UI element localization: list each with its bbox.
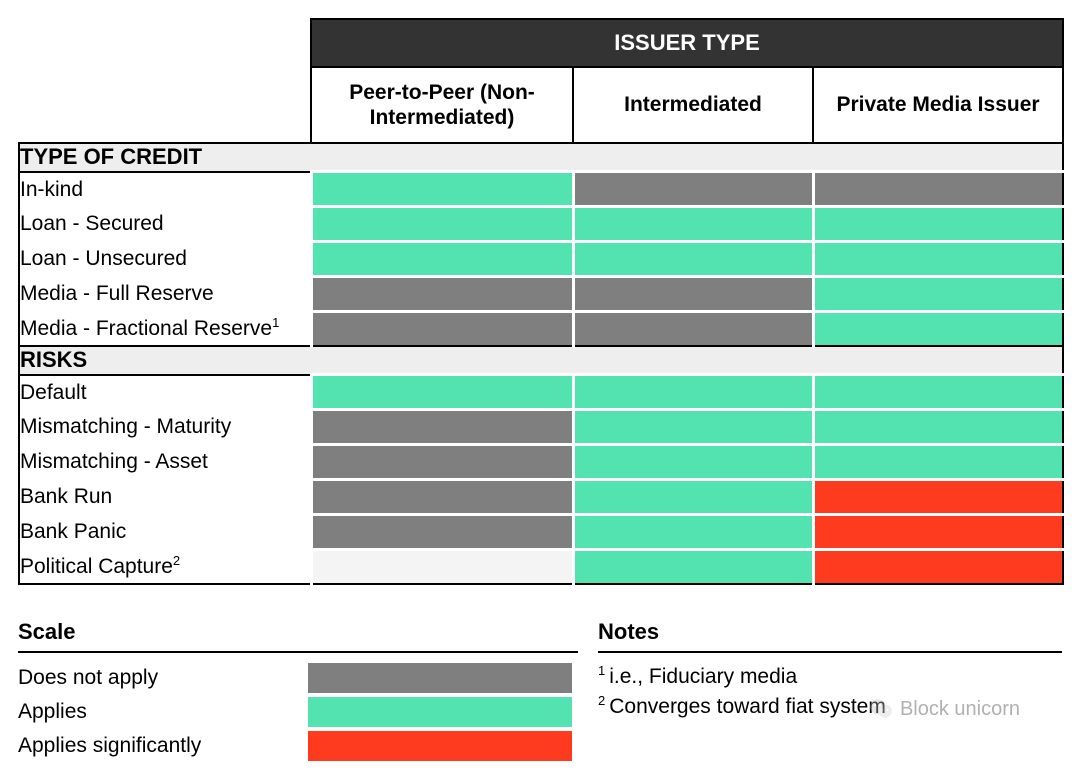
matrix-cell	[311, 207, 573, 242]
footnote-marker: 1	[598, 663, 605, 678]
legend-label: Applies	[18, 700, 308, 724]
legend-swatch	[308, 663, 572, 693]
matrix-cell	[573, 480, 813, 515]
matrix-cell	[813, 277, 1063, 312]
legend-scale: Scale Does not apply Applies Applies signi…	[18, 619, 578, 765]
notes-block: Notes 1i.e., Fiduciary media 2Converges t…	[578, 619, 1062, 765]
row-label: Mismatching - Maturity	[19, 410, 311, 445]
matrix-cell	[813, 375, 1063, 410]
row-label: Loan - Secured	[19, 207, 311, 242]
legend-label: Applies significantly	[18, 734, 308, 758]
notes-title: Notes	[598, 619, 1062, 651]
row-label: Media - Full Reserve	[19, 277, 311, 312]
matrix-cell	[573, 515, 813, 550]
matrix-cell	[311, 480, 573, 515]
matrix-cell	[813, 515, 1063, 550]
footnote-marker: 2	[173, 553, 180, 568]
legend-label: Does not apply	[18, 666, 308, 690]
matrix-cell	[813, 242, 1063, 277]
row-label: Bank Panic	[19, 515, 311, 550]
matrix-cell	[573, 375, 813, 410]
issuer-type-matrix: ISSUER TYPEPeer-to-Peer (Non-Intermediat…	[18, 18, 1064, 585]
row-label: Default	[19, 375, 311, 410]
row-label: Political Capture2	[19, 550, 311, 585]
header-super: ISSUER TYPE	[311, 19, 1063, 67]
matrix-cell	[311, 172, 573, 207]
matrix-cell	[813, 172, 1063, 207]
matrix-cell	[813, 550, 1063, 585]
matrix-cell	[311, 515, 573, 550]
section-header: RISKS	[19, 346, 1063, 375]
matrix-cell	[311, 410, 573, 445]
row-label: In-kind	[19, 172, 311, 207]
legend-row: Applies	[18, 697, 578, 727]
matrix-cell	[573, 242, 813, 277]
row-label: Media - Fractional Reserve1	[19, 312, 311, 347]
legend-notes-wrap: Scale Does not apply Applies Applies signi…	[18, 619, 1062, 765]
matrix-cell	[573, 312, 813, 347]
footnote-marker: 1	[272, 315, 279, 330]
matrix-cell	[311, 277, 573, 312]
column-header: Intermediated	[573, 67, 813, 143]
footnote-marker: 2	[598, 693, 605, 708]
matrix-cell	[311, 550, 573, 585]
matrix-cell	[813, 480, 1063, 515]
section-header: TYPE OF CREDIT	[19, 143, 1063, 172]
matrix-cell	[813, 445, 1063, 480]
note-line: 2Converges toward fiat system	[598, 693, 1062, 719]
matrix-cell	[573, 207, 813, 242]
matrix-cell	[813, 312, 1063, 347]
matrix-cell	[573, 550, 813, 585]
matrix-cell	[573, 410, 813, 445]
matrix-cell	[573, 172, 813, 207]
matrix-cell	[573, 445, 813, 480]
legend-row: Applies significantly	[18, 731, 578, 761]
column-header: Peer-to-Peer (Non-Intermediated)	[311, 67, 573, 143]
matrix-cell	[813, 207, 1063, 242]
matrix-cell	[311, 445, 573, 480]
row-label: Mismatching - Asset	[19, 445, 311, 480]
header-blank-2	[19, 67, 311, 143]
column-header: Private Media Issuer	[813, 67, 1063, 143]
header-blank	[19, 19, 311, 67]
legend-swatch	[308, 731, 572, 761]
row-label: Bank Run	[19, 480, 311, 515]
matrix-cell	[311, 375, 573, 410]
legend-row: Does not apply	[18, 663, 578, 693]
matrix-cell	[311, 312, 573, 347]
matrix-cell	[573, 277, 813, 312]
legend-title: Scale	[18, 619, 578, 651]
legend-swatch	[308, 697, 572, 727]
note-line: 1i.e., Fiduciary media	[598, 663, 1062, 689]
row-label: Loan - Unsecured	[19, 242, 311, 277]
matrix-cell	[813, 410, 1063, 445]
matrix-cell	[311, 242, 573, 277]
